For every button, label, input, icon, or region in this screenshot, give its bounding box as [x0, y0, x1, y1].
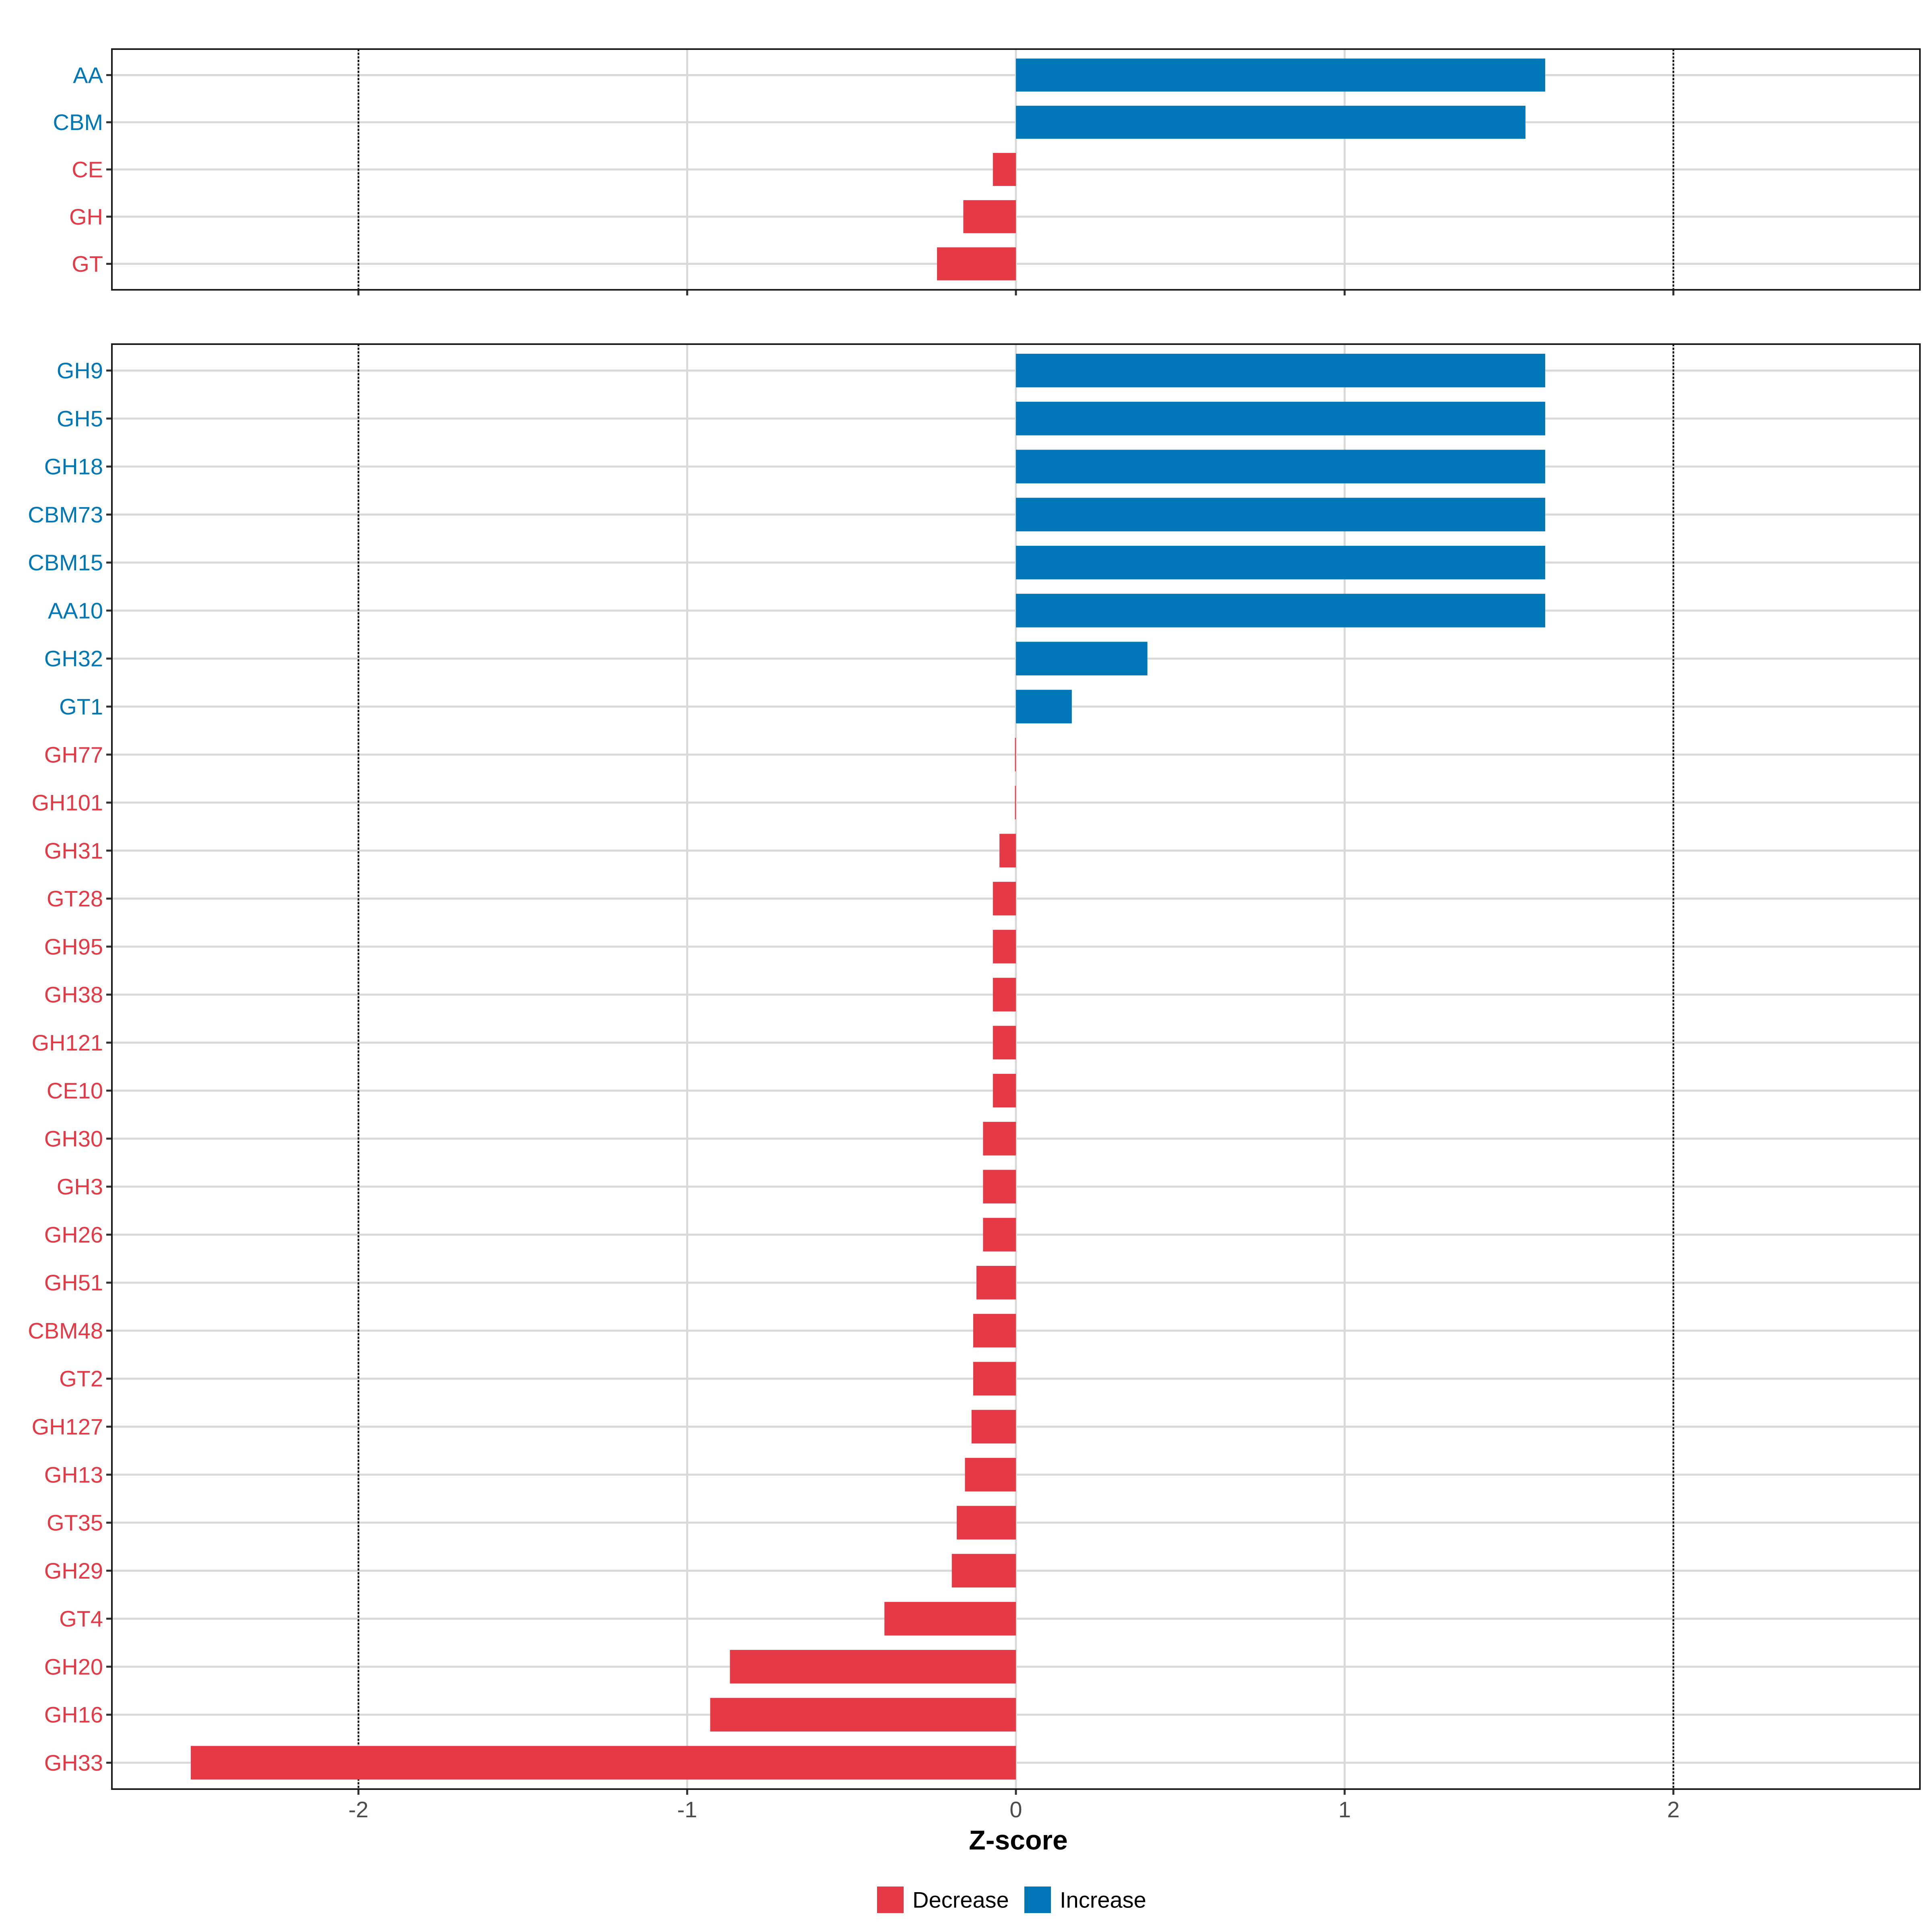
x-tick-label: 0 [1009, 1797, 1022, 1822]
bar-gh33 [191, 1746, 1016, 1780]
category-label-gh18: GH18 [44, 454, 103, 479]
bar-cbm [1016, 105, 1525, 139]
category-label-gt2: GT2 [59, 1366, 103, 1391]
category-label-gh121: GH121 [32, 1030, 103, 1055]
category-label-gh101: GH101 [32, 790, 103, 815]
bar-gh31 [999, 834, 1016, 868]
category-label-gh13: GH13 [44, 1462, 103, 1487]
x-tick-label: 1 [1338, 1797, 1351, 1822]
bar-cbm73 [1016, 497, 1545, 532]
category-label-aa10: AA10 [48, 598, 103, 623]
bar-ce [993, 153, 1016, 186]
category-label-gh38: GH38 [44, 982, 103, 1007]
bar-gh51 [976, 1265, 1016, 1300]
category-label-cbm73: CBM73 [28, 502, 103, 527]
category-label-ce: CE [72, 157, 103, 182]
category-label-cbm: CBM [53, 109, 103, 135]
x-axis: -2 -1 0 1 2 [349, 1797, 1680, 1822]
bar-gh95 [993, 930, 1016, 964]
bar-gh [963, 200, 1016, 233]
x-tick-label: 2 [1667, 1797, 1680, 1822]
legend-label-decrease: Decrease [912, 1887, 1009, 1913]
bar-gt [937, 247, 1016, 281]
panel-border [111, 343, 1921, 1790]
bar-gt28 [993, 881, 1016, 916]
category-label-ce10: CE10 [47, 1078, 103, 1103]
category-label-aa: AA [73, 62, 103, 88]
bar-gh13 [965, 1458, 1016, 1492]
bar-gh101 [1015, 786, 1016, 819]
bar-gh29 [952, 1554, 1016, 1588]
legend-key-increase [1024, 1887, 1051, 1913]
category-label-gh127: GH127 [32, 1414, 103, 1439]
bar-gt2 [973, 1362, 1016, 1395]
category-label-gh32: GH32 [44, 646, 103, 671]
bar-cbm15 [1016, 545, 1545, 580]
bar-ce10 [993, 1073, 1016, 1108]
x-tick-label: -1 [677, 1797, 697, 1822]
x-axis-title: Z-score [969, 1825, 1068, 1856]
category-label-gh29: GH29 [44, 1558, 103, 1583]
x-tick-label: -2 [349, 1797, 369, 1822]
legend-label-increase: Increase [1060, 1887, 1146, 1913]
panel-border [111, 48, 1921, 291]
bar-gh26 [983, 1218, 1016, 1252]
category-label-gh20: GH20 [44, 1654, 103, 1679]
bar-aa10 [1016, 594, 1545, 627]
category-label-gh5: GH5 [57, 406, 103, 431]
legend: Decrease Increase [877, 1887, 1146, 1913]
bottom-panel: GH9 GH5 GH18 CBM73 CBM15 AA10 GH32 GT1 GH77 GH101… [28, 343, 1921, 1795]
category-label-gh26: GH26 [44, 1222, 103, 1247]
bar-gh5 [1016, 402, 1545, 436]
category-label-gh: GH [69, 204, 103, 229]
bar-gh38 [993, 978, 1016, 1011]
category-label-gh16: GH16 [44, 1702, 103, 1728]
bar-cbm48 [973, 1314, 1016, 1348]
bar-aa [1016, 58, 1545, 92]
bar-gh9 [1016, 353, 1545, 388]
bar-gh20 [730, 1650, 1016, 1684]
bar-gt4 [884, 1602, 1016, 1636]
category-label-gt4: GT4 [59, 1606, 103, 1631]
category-label-gh30: GH30 [44, 1126, 103, 1151]
category-label-gh9: GH9 [57, 358, 103, 383]
legend-key-decrease [877, 1887, 904, 1913]
category-label-gt35: GT35 [47, 1510, 103, 1536]
bar-gh77 [1015, 738, 1016, 772]
bar-gt35 [956, 1506, 1016, 1540]
category-label-gh33: GH33 [44, 1750, 103, 1775]
bar-gh18 [1016, 450, 1545, 483]
bar-gh16 [710, 1698, 1016, 1732]
category-label-gh3: GH3 [57, 1174, 103, 1199]
category-label-gh31: GH31 [44, 838, 103, 863]
bar-gh32 [1016, 642, 1148, 675]
category-label-gt1: GT1 [59, 694, 103, 719]
top-panel: AA CBM CE GH GT [53, 48, 1921, 295]
bar-gh127 [971, 1410, 1016, 1444]
category-label-gh51: GH51 [44, 1270, 103, 1295]
bar-gh121 [993, 1026, 1016, 1060]
bar-gh30 [983, 1122, 1016, 1156]
category-label-gt28: GT28 [47, 886, 103, 911]
bar-gt1 [1016, 689, 1072, 724]
bar-gh3 [983, 1170, 1016, 1203]
category-label-cbm48: CBM48 [28, 1318, 103, 1343]
category-label-cbm15: CBM15 [28, 550, 103, 575]
category-label-gh77: GH77 [44, 742, 103, 767]
category-label-gh95: GH95 [44, 934, 103, 959]
category-label-gt: GT [72, 251, 103, 277]
